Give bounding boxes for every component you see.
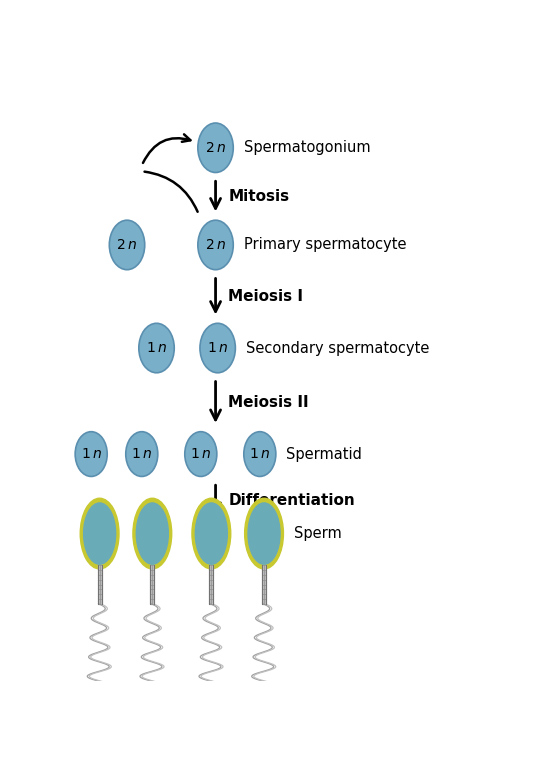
Text: 1: 1 — [132, 447, 140, 461]
Bar — [151, 565, 154, 604]
Ellipse shape — [137, 503, 168, 565]
Circle shape — [200, 324, 236, 373]
Text: 1: 1 — [146, 341, 155, 355]
Text: n: n — [143, 447, 151, 461]
Text: 1: 1 — [207, 341, 217, 355]
Text: 1: 1 — [190, 447, 200, 461]
Circle shape — [185, 431, 217, 477]
Text: n: n — [219, 341, 227, 355]
Text: n: n — [92, 447, 101, 461]
Text: 1: 1 — [250, 447, 258, 461]
Text: 2: 2 — [206, 238, 214, 252]
Ellipse shape — [245, 498, 283, 569]
Text: 2: 2 — [206, 141, 214, 155]
Text: Spermatid: Spermatid — [286, 447, 362, 461]
Ellipse shape — [248, 503, 280, 565]
Ellipse shape — [84, 503, 116, 565]
Circle shape — [139, 324, 174, 373]
Text: Meiosis II: Meiosis II — [228, 395, 309, 410]
Text: Secondary spermatocyte: Secondary spermatocyte — [246, 340, 429, 356]
Bar — [209, 565, 213, 604]
Text: n: n — [261, 447, 269, 461]
Text: Sperm: Sperm — [294, 526, 341, 541]
Circle shape — [75, 431, 107, 477]
Circle shape — [198, 220, 233, 270]
Text: Differentiation: Differentiation — [228, 493, 355, 508]
Circle shape — [244, 431, 276, 477]
Text: 2: 2 — [117, 238, 126, 252]
Text: Primary spermatocyte: Primary spermatocyte — [244, 237, 406, 252]
Text: n: n — [157, 341, 166, 355]
Ellipse shape — [80, 498, 119, 569]
Text: n: n — [202, 447, 211, 461]
Ellipse shape — [195, 503, 227, 565]
Text: 1: 1 — [81, 447, 90, 461]
Circle shape — [109, 220, 145, 270]
Ellipse shape — [192, 498, 231, 569]
Text: n: n — [217, 141, 225, 155]
Circle shape — [198, 123, 233, 172]
Text: Meiosis I: Meiosis I — [228, 289, 303, 304]
Bar — [262, 565, 266, 604]
Ellipse shape — [133, 498, 172, 569]
Circle shape — [126, 431, 158, 477]
Text: Mitosis: Mitosis — [228, 189, 289, 203]
Text: n: n — [128, 238, 137, 252]
Text: n: n — [217, 238, 225, 252]
Bar — [98, 565, 102, 604]
Text: Spermatogonium: Spermatogonium — [244, 140, 370, 155]
